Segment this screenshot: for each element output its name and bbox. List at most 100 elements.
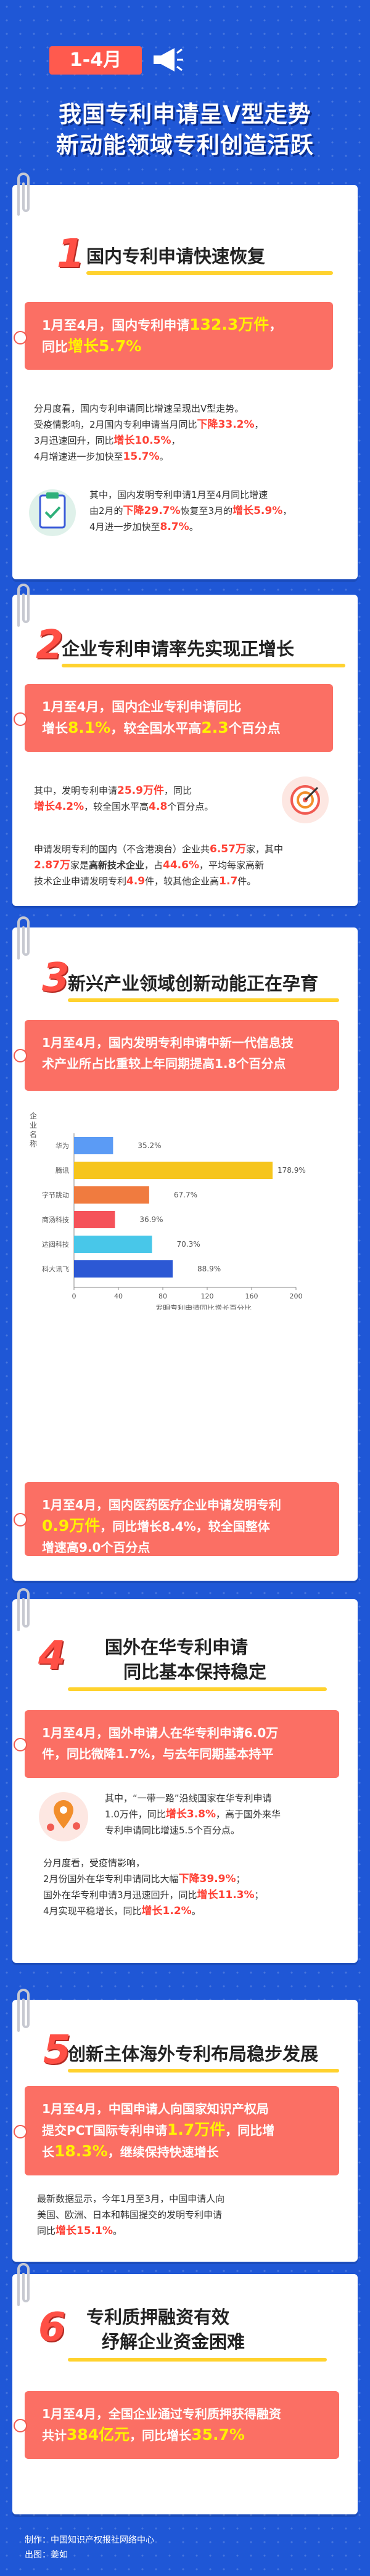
- x-axis-title: 发明专利申请同比增长百分比: [155, 1303, 252, 1310]
- s1-text: 4月进一步加快至: [89, 521, 160, 532]
- s1-value: 下降33.2%: [197, 418, 255, 431]
- section2-highlight-box: 1月至4月，国内企业专利申请同比 增长8.1%，较全国水平高2.3个百分点: [25, 684, 333, 752]
- s2-value: 25.9万件: [117, 785, 164, 797]
- s2-text: 申请发明专利的国内（不含港澳台）企业共: [34, 844, 210, 855]
- s1-box-text: 1月至4月，国内专利申请: [42, 318, 190, 333]
- s2-text: 个百分点。: [167, 801, 214, 812]
- category-label: 科大讯飞: [42, 1265, 69, 1273]
- section3-highlight-box: 1月至4月，国内发明专利申请中新一代信息技 术产业所占比重较上年同期提高1.8个…: [25, 1020, 339, 1091]
- s2-box-text: 个百分点: [228, 721, 281, 736]
- data-label: 36.9%: [139, 1215, 163, 1224]
- section4-paragraph1: 其中，“一带一路”沿线国家在华专利申请 1.0万件，同比增长3.8%，高于国外来…: [105, 1790, 352, 1838]
- section5-paragraph1: 最新数据显示，今年1月至3月，中国申请人向 美国、欧洲、日本和韩国提交的发明专利…: [37, 2191, 339, 2239]
- s2-text: ，占: [144, 860, 163, 871]
- s2-text: 高新技术企业: [88, 860, 144, 871]
- section3-underline: [68, 998, 339, 1002]
- x-tick-label: 120: [201, 1292, 214, 1300]
- decor-circle: [14, 331, 27, 344]
- s2-text: 件。: [237, 876, 257, 887]
- section4-title-line2: 同比基本保持稳定: [123, 1661, 267, 1682]
- s2-text: 家是: [70, 860, 89, 871]
- s4-text: 其中，“一带一路”沿线国家在华专利申请: [105, 1793, 272, 1804]
- section6-number: 6: [38, 2305, 66, 2350]
- section1-highlight-box: 1月至4月，国内专利申请132.3万件， 同比增长5.7%: [25, 302, 333, 370]
- data-label: 67.7%: [174, 1191, 197, 1199]
- s2-text: 家，其中: [245, 844, 283, 855]
- s3-box-text: 1月至4月，国内发明专利申请中新一代信息技: [42, 1035, 294, 1050]
- y-axis-title: 企: [30, 1111, 37, 1120]
- s5-box-text: ，同比增: [225, 2123, 275, 2138]
- s2-text: ，同比: [163, 785, 192, 796]
- category-label: 商汤科技: [42, 1215, 69, 1224]
- bar: [74, 1186, 149, 1204]
- section6-underline: [68, 2358, 327, 2362]
- s3-box-value: 0.9万件: [42, 1517, 101, 1535]
- y-axis-title: 称: [30, 1139, 37, 1148]
- s2-text: 技术企业申请发明专利: [34, 876, 127, 887]
- s4-text: 。: [191, 1906, 201, 1917]
- s5-box-value: 1.7万件: [166, 2121, 226, 2138]
- s2-text: 件，较其他企业高: [145, 876, 220, 887]
- category-label: 达闼科技: [42, 1240, 69, 1249]
- section4-underline: [68, 1687, 327, 1691]
- s6-box-text: ，同比增长: [130, 2428, 192, 2443]
- data-label: 178.9%: [278, 1166, 306, 1175]
- section2-title: 企业专利申请率先实现正增长: [62, 638, 295, 659]
- section6-highlight-box: 1月至4月，全国企业通过专利质押获得融资 共计384亿元，同比增长35.7%: [25, 2391, 339, 2459]
- s2-value: 增长4.2%: [34, 801, 84, 813]
- paperclip-icon: [17, 584, 30, 627]
- s2-box-text: ，较全国水平高: [110, 721, 202, 736]
- s1-value: 增长10.5%: [113, 434, 171, 447]
- x-tick-label: 160: [245, 1292, 258, 1300]
- bar: [74, 1260, 173, 1278]
- s1-text: ，: [171, 435, 181, 446]
- s3-box-text: 术产业所占比重较上年同期提高1.8个百分点: [42, 1056, 286, 1071]
- section5-underline: [68, 2069, 339, 2073]
- s6-box-value: 35.7%: [191, 2426, 245, 2444]
- s2-value: 2.87万: [34, 859, 70, 871]
- s4-value: 增长1.2%: [141, 1905, 192, 1917]
- section4-paragraph2: 分月度看，受疫情影响， 2月份国外在华专利申请同比大幅下降39.9%； 国外在华…: [43, 1855, 339, 1919]
- section3-title: 新兴产业领域创新动能正在孕育: [68, 973, 319, 994]
- category-label: 腾讯: [56, 1166, 69, 1175]
- s4-text: 1.0万件，同比: [105, 1809, 166, 1820]
- s1-value: 15.7%: [123, 450, 160, 463]
- s5-value: 增长15.1%: [56, 2225, 113, 2237]
- target-icon: [282, 776, 329, 823]
- s4-value: 下降39.9%: [178, 1873, 236, 1885]
- section4-number: 4: [38, 1633, 66, 1679]
- page-title-line2: 新动能领域专利创造活跃: [56, 132, 314, 158]
- section5-title: 创新主体海外专利布局稳步发展: [68, 2044, 319, 2064]
- section4-highlight-box: 1月至4月，国外申请人在华专利申请6.0万 件，同比微降1.7%，与去年同期基本…: [25, 1710, 339, 1778]
- s4-text: 分月度看，受疫情影响，: [43, 1857, 146, 1869]
- s1-text: 其中，国内发明专利申请1月至4月同比增速: [89, 489, 268, 500]
- s5-text: 最新数据显示，今年1月至3月，中国申请人向: [37, 2193, 225, 2204]
- category-label: 字节跳动: [42, 1191, 69, 1199]
- s5-text: 同比: [37, 2225, 56, 2236]
- s1-text: ，: [282, 505, 292, 516]
- x-tick-label: 0: [72, 1292, 76, 1300]
- s3-box-text: 增速高9.0个百分点: [42, 1540, 150, 1555]
- s2-value: 44.6%: [163, 859, 199, 871]
- decor-circle: [14, 712, 27, 726]
- s4-text: 专利申请同比增速5.5个百分点。: [105, 1825, 240, 1836]
- s1-text: 由2月的: [89, 505, 123, 516]
- s4-text: ；: [236, 1873, 245, 1885]
- s2-value: 4.8: [149, 801, 168, 813]
- s2-box-text: 1月至4月，国内企业专利申请同比: [42, 699, 242, 714]
- y-axis-title: 名: [30, 1130, 37, 1139]
- section4-card: [12, 1599, 358, 1963]
- section2-underline: [62, 664, 345, 667]
- footer-credit: 出图：姜如: [25, 2550, 68, 2560]
- s1-box-value: 132.3万件: [189, 316, 269, 333]
- s1-text: 4月增速进一步加快至: [34, 451, 123, 462]
- s5-box-text: ，继续保持快速增长: [107, 2145, 219, 2159]
- s1-text: 分月度看，国内专利申请同比增速呈现出V型走势。: [34, 403, 244, 414]
- section3-highlight-box2: 1月至4月，国内医药医疗企业申请发明专利 0.9万件，同比增长8.4%，较全国整…: [25, 1482, 339, 1556]
- bar: [74, 1162, 273, 1179]
- s1-text: 恢复至3月的: [180, 505, 233, 516]
- s6-box-text: 共计: [42, 2428, 67, 2443]
- s2-value: 4.9: [126, 875, 146, 887]
- decor-circle: [14, 1513, 27, 1526]
